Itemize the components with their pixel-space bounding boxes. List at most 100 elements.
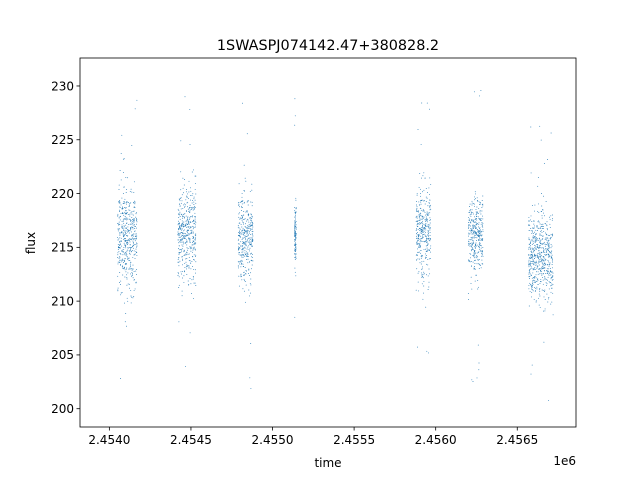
data-point [119,209,121,211]
data-point [294,238,296,240]
data-point [118,257,120,259]
data-point [241,226,243,228]
data-point [473,246,475,248]
data-point [183,192,184,194]
data-point [542,228,543,230]
data-point [181,229,183,231]
data-point [537,279,539,281]
data-point [541,225,543,227]
data-point [184,235,186,236]
data-point [545,238,547,240]
data-point [540,234,542,236]
data-point [480,253,482,255]
data-point [244,226,246,228]
data-point [426,220,427,222]
data-point [126,297,128,299]
data-point [134,258,136,260]
data-point [238,227,240,229]
data-point [239,222,241,224]
data-point [535,274,537,276]
data-point [295,257,297,259]
data-point [546,283,548,285]
data-point [187,222,189,224]
data-point [250,225,252,227]
data-point [126,227,128,229]
data-point [131,246,133,247]
data-point [237,261,239,263]
data-point [246,220,248,222]
data-point [529,264,531,266]
data-point [180,226,182,228]
data-point [481,253,483,255]
data-point [120,264,122,266]
data-point [243,254,245,256]
data-point [548,253,550,255]
data-point [546,279,548,281]
data-point [122,158,124,160]
data-point [533,298,535,300]
data-point [251,189,253,191]
data-point [471,288,473,290]
data-point [532,238,534,240]
data-point [539,254,540,256]
data-point [248,249,250,251]
data-point [551,257,553,259]
data-point [181,213,183,215]
data-point [191,208,193,210]
data-point [250,225,252,227]
data-point [472,225,474,227]
data-point [242,227,244,229]
data-point [416,238,417,240]
data-point [250,219,252,221]
data-point [247,273,249,275]
data-point [250,245,252,247]
data-point [194,234,196,236]
data-point [425,214,427,216]
data-point [416,209,418,211]
data-point [529,262,531,264]
data-point [528,259,530,261]
data-point [417,129,419,131]
data-point [480,240,482,241]
data-point [479,220,481,222]
data-point [251,240,253,242]
data-point [541,273,543,275]
data-point [122,238,124,240]
data-point [132,264,134,266]
data-point [135,270,137,272]
data-point [250,253,252,255]
data-point [542,263,544,265]
data-point [128,257,130,259]
data-point [118,202,120,204]
data-point [126,325,127,327]
data-point [126,274,128,276]
data-point [247,253,249,255]
data-point [537,256,539,258]
data-point [250,201,252,203]
data-point [186,268,188,270]
data-point [241,249,243,251]
data-point [429,273,431,275]
data-point [477,244,479,246]
data-point [421,232,423,234]
data-point [469,239,471,241]
data-point [427,275,429,277]
data-point [124,264,126,265]
data-point [427,264,429,266]
data-point [420,240,422,242]
data-point [177,224,179,226]
data-point [477,280,479,282]
data-point [242,288,244,290]
data-point [238,275,240,277]
data-point [424,240,426,242]
data-point [479,236,480,238]
data-point [473,249,475,251]
data-point [189,227,191,229]
data-point [421,274,423,276]
data-point [538,250,540,252]
data-point [549,262,551,264]
data-point [251,201,253,203]
data-point [120,284,121,285]
data-point [481,200,483,201]
data-point [248,227,249,229]
